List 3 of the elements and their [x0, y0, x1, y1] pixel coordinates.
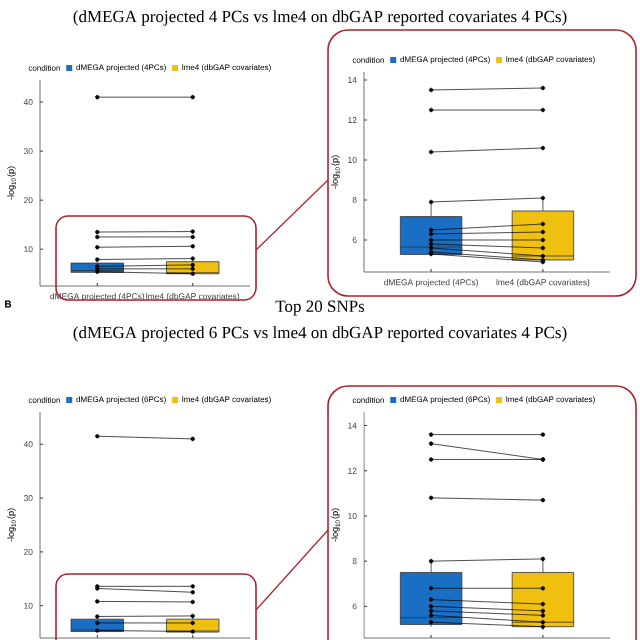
text: Top 20 SNPs — [275, 300, 365, 316]
text: (dMEGA projected 6 PCs vs lme4 on dbGAP reported covariates 4 PCs) — [73, 326, 567, 342]
text: (dMEGA projected 4 PCs vs lme4 on dbGAP reported covariates 4 PCs) — [73, 10, 567, 26]
